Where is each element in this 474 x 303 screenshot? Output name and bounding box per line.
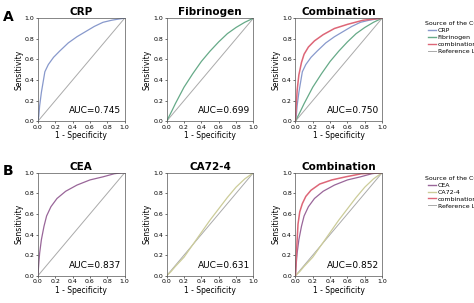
Y-axis label: Sensitivity: Sensitivity xyxy=(143,50,152,90)
Title: CEA: CEA xyxy=(70,162,93,172)
Text: A: A xyxy=(3,10,14,24)
X-axis label: 1 - Specificity: 1 - Specificity xyxy=(55,286,107,295)
Y-axis label: Sensitivity: Sensitivity xyxy=(272,50,281,90)
Legend: CEA, CA72-4, combination, Reference Line: CEA, CA72-4, combination, Reference Line xyxy=(425,176,474,208)
Text: AUC=0.699: AUC=0.699 xyxy=(198,106,250,115)
Title: CA72-4: CA72-4 xyxy=(189,162,231,172)
Title: Fibrinogen: Fibrinogen xyxy=(178,7,242,17)
Title: Combination: Combination xyxy=(301,162,376,172)
Text: B: B xyxy=(3,165,14,178)
Text: AUC=0.750: AUC=0.750 xyxy=(327,106,379,115)
Text: AUC=0.631: AUC=0.631 xyxy=(198,261,250,270)
Title: Combination: Combination xyxy=(301,7,376,17)
Text: AUC=0.852: AUC=0.852 xyxy=(327,261,379,270)
Y-axis label: Sensitivity: Sensitivity xyxy=(272,204,281,244)
Text: AUC=0.837: AUC=0.837 xyxy=(69,261,121,270)
X-axis label: 1 - Specificity: 1 - Specificity xyxy=(313,131,365,140)
X-axis label: 1 - Specificity: 1 - Specificity xyxy=(184,131,236,140)
Title: CRP: CRP xyxy=(70,7,93,17)
Y-axis label: Sensitivity: Sensitivity xyxy=(14,50,23,90)
Legend: CRP, Fibrinogen, combination, Reference Line: CRP, Fibrinogen, combination, Reference … xyxy=(425,21,474,54)
Y-axis label: Sensitivity: Sensitivity xyxy=(14,204,23,244)
X-axis label: 1 - Specificity: 1 - Specificity xyxy=(55,131,107,140)
X-axis label: 1 - Specificity: 1 - Specificity xyxy=(313,286,365,295)
Y-axis label: Sensitivity: Sensitivity xyxy=(143,204,152,244)
Text: AUC=0.745: AUC=0.745 xyxy=(69,106,121,115)
X-axis label: 1 - Specificity: 1 - Specificity xyxy=(184,286,236,295)
